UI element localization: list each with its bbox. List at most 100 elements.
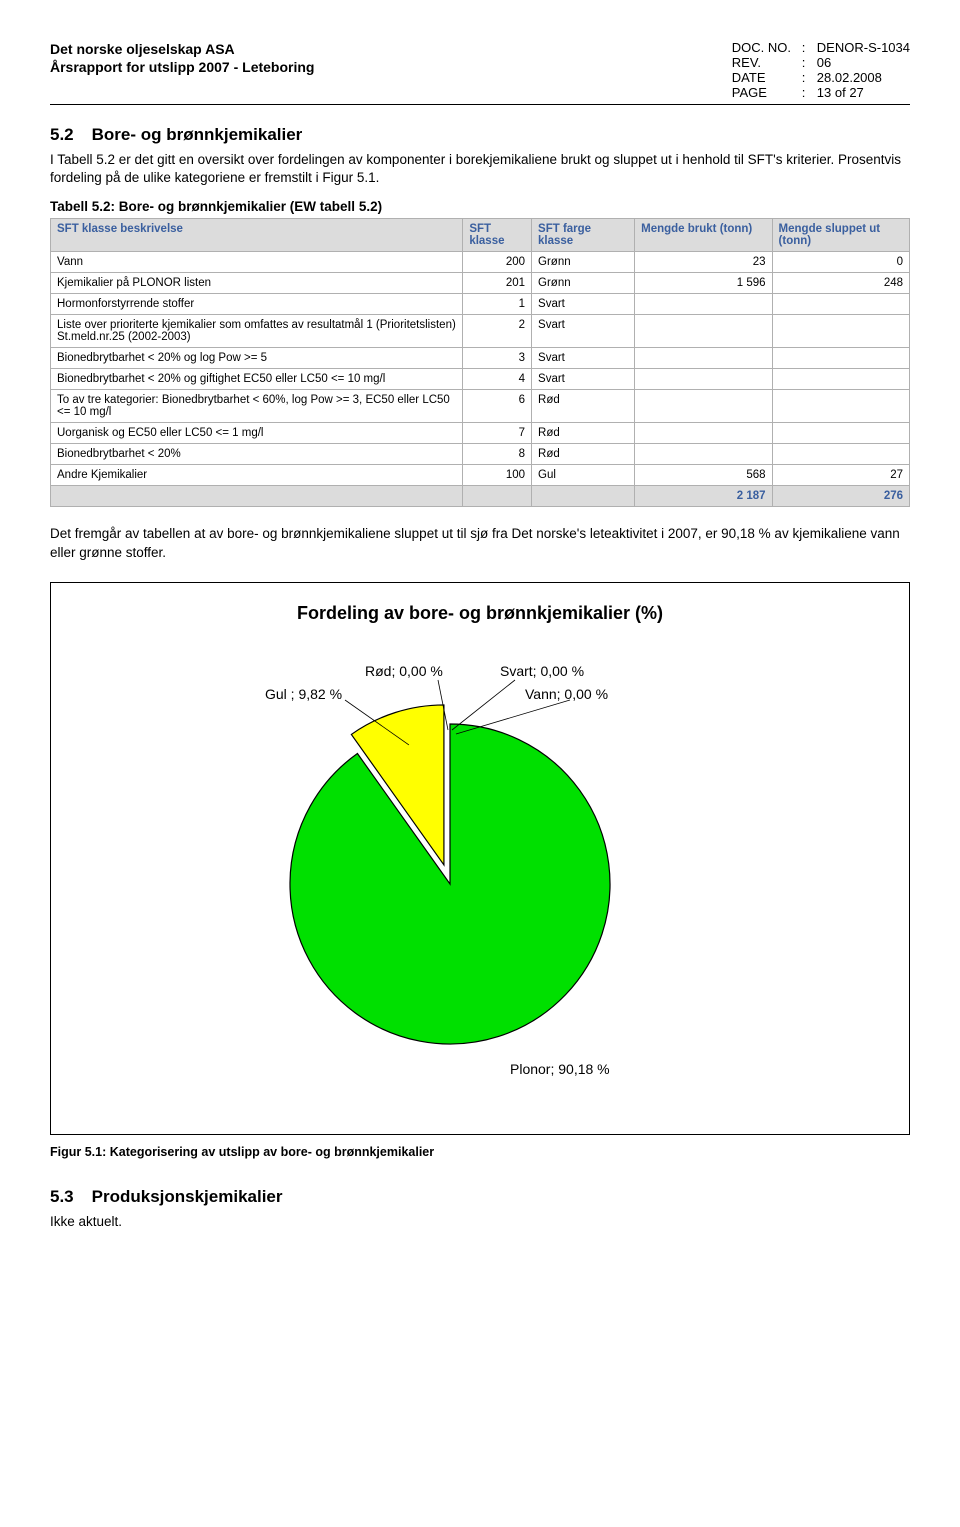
table-cell bbox=[51, 486, 463, 507]
table-cell: Rød bbox=[532, 390, 635, 423]
label-svart: Svart; 0,00 % bbox=[500, 663, 584, 679]
table-cell: Bionedbrytbarhet < 20% og log Pow >= 5 bbox=[51, 348, 463, 369]
table-cell: Svart bbox=[532, 294, 635, 315]
table-cell: To av tre kategorier: Bionedbrytbarhet <… bbox=[51, 390, 463, 423]
chart-container: Fordeling av bore- og brønnkjemikalier (… bbox=[50, 582, 910, 1135]
table-cell: 7 bbox=[463, 423, 532, 444]
rev-label: REV. bbox=[732, 55, 802, 70]
table-cell: Grønn bbox=[532, 273, 635, 294]
section-heading-53: Produksjonskjemikalier bbox=[92, 1187, 283, 1206]
table-cell: Hormonforstyrrende stoffer bbox=[51, 294, 463, 315]
table-cell: 100 bbox=[463, 465, 532, 486]
page-value: 13 of 27 bbox=[817, 85, 864, 100]
th-brukt: Mengde brukt (tonn) bbox=[635, 219, 772, 252]
label-rod: Rød; 0,00 % bbox=[365, 663, 443, 679]
table-cell: Rød bbox=[532, 444, 635, 465]
table-row: Bionedbrytbarhet < 20% og log Pow >= 53S… bbox=[51, 348, 910, 369]
section-heading: Bore- og brønnkjemikalier bbox=[92, 125, 303, 144]
table-totals-row: 2 187276 bbox=[51, 486, 910, 507]
header-left: Det norske oljeselskap ASA Årsrapport fo… bbox=[50, 40, 314, 100]
table-cell: 1 bbox=[463, 294, 532, 315]
table-cell bbox=[635, 390, 772, 423]
table-row: Kjemikalier på PLONOR listen201Grønn1 59… bbox=[51, 273, 910, 294]
page-header: Det norske oljeselskap ASA Årsrapport fo… bbox=[50, 40, 910, 105]
pie-chart: Rød; 0,00 % Svart; 0,00 % Gul ; 9,82 % Vann… bbox=[170, 644, 790, 1104]
section-5-3-para: Ikke aktuelt. bbox=[50, 1213, 910, 1231]
table-cell bbox=[635, 423, 772, 444]
table-cell: 2 bbox=[463, 315, 532, 348]
table-header-row: SFT klasse beskrivelse SFT klasse SFT fa… bbox=[51, 219, 910, 252]
table-cell: 3 bbox=[463, 348, 532, 369]
section-5-2-title: 5.2 Bore- og brønnkjemikalier bbox=[50, 125, 910, 145]
table-cell: Svart bbox=[532, 315, 635, 348]
date-value: 28.02.2008 bbox=[817, 70, 882, 85]
table-cell: 6 bbox=[463, 390, 532, 423]
table-cell: 276 bbox=[772, 486, 909, 507]
table-cell: 4 bbox=[463, 369, 532, 390]
th-farge: SFT farge klasse bbox=[532, 219, 635, 252]
table-cell: Vann bbox=[51, 252, 463, 273]
leader-line bbox=[456, 700, 570, 734]
th-klasse: SFT klasse bbox=[463, 219, 532, 252]
table-cell: Rød bbox=[532, 423, 635, 444]
table-cell bbox=[635, 369, 772, 390]
table-cell: 0 bbox=[772, 252, 909, 273]
section-number: 5.2 bbox=[50, 125, 74, 144]
table-cell bbox=[772, 444, 909, 465]
table-cell: Liste over prioriterte kjemikalier som o… bbox=[51, 315, 463, 348]
table-row: Liste over prioriterte kjemikalier som o… bbox=[51, 315, 910, 348]
table-row: Uorganisk og EC50 eller LC50 <= 1 mg/l7R… bbox=[51, 423, 910, 444]
table-cell: Gul bbox=[532, 465, 635, 486]
page-label: PAGE bbox=[732, 85, 802, 100]
table-cell: Svart bbox=[532, 348, 635, 369]
header-right: DOC. NO.:DENOR-S-1034 REV.:06 DATE:28.02… bbox=[732, 40, 910, 100]
docno-value: DENOR-S-1034 bbox=[817, 40, 910, 55]
table-cell bbox=[635, 294, 772, 315]
table-cell bbox=[772, 369, 909, 390]
table-cell bbox=[772, 315, 909, 348]
date-label: DATE bbox=[732, 70, 802, 85]
table-cell: 27 bbox=[772, 465, 909, 486]
table-5-2-caption: Tabell 5.2: Bore- og brønnkjemikalier (E… bbox=[50, 199, 910, 214]
label-gul: Gul ; 9,82 % bbox=[265, 686, 342, 702]
table-cell bbox=[635, 348, 772, 369]
table-cell bbox=[635, 444, 772, 465]
table-cell: 2 187 bbox=[635, 486, 772, 507]
table-cell bbox=[463, 486, 532, 507]
table-row: Andre Kjemikalier100Gul56827 bbox=[51, 465, 910, 486]
table-cell: Kjemikalier på PLONOR listen bbox=[51, 273, 463, 294]
table-cell: 568 bbox=[635, 465, 772, 486]
after-table-para: Det fremgår av tabellen at av bore- og b… bbox=[50, 525, 910, 561]
label-plonor: Plonor; 90,18 % bbox=[510, 1061, 610, 1077]
rev-value: 06 bbox=[817, 55, 831, 70]
th-sluppet: Mengde sluppet ut (tonn) bbox=[772, 219, 909, 252]
section-number-53: 5.3 bbox=[50, 1187, 74, 1206]
table-5-2: SFT klasse beskrivelse SFT klasse SFT fa… bbox=[50, 218, 910, 507]
table-row: To av tre kategorier: Bionedbrytbarhet <… bbox=[51, 390, 910, 423]
table-cell: 1 596 bbox=[635, 273, 772, 294]
leader-line bbox=[452, 680, 515, 730]
table-cell bbox=[772, 348, 909, 369]
table-row: Vann200Grønn230 bbox=[51, 252, 910, 273]
label-vann: Vann; 0,00 % bbox=[525, 686, 608, 702]
company-name: Det norske oljeselskap ASA bbox=[50, 40, 314, 58]
pie-slice-plonor bbox=[290, 724, 610, 1044]
docno-label: DOC. NO. bbox=[732, 40, 802, 55]
section-5-3-title: 5.3 Produksjonskjemikalier bbox=[50, 1187, 910, 1207]
table-cell: Svart bbox=[532, 369, 635, 390]
table-cell: Bionedbrytbarhet < 20% bbox=[51, 444, 463, 465]
table-cell bbox=[532, 486, 635, 507]
table-cell: 23 bbox=[635, 252, 772, 273]
table-cell: 248 bbox=[772, 273, 909, 294]
table-cell: 8 bbox=[463, 444, 532, 465]
table-row: Hormonforstyrrende stoffer1Svart bbox=[51, 294, 910, 315]
table-cell: Grønn bbox=[532, 252, 635, 273]
figure-5-1-caption: Figur 5.1: Kategorisering av utslipp av … bbox=[50, 1145, 910, 1159]
table-cell bbox=[772, 390, 909, 423]
table-cell bbox=[635, 315, 772, 348]
table-cell: 200 bbox=[463, 252, 532, 273]
table-cell: Uorganisk og EC50 eller LC50 <= 1 mg/l bbox=[51, 423, 463, 444]
table-cell: Bionedbrytbarhet < 20% og giftighet EC50… bbox=[51, 369, 463, 390]
chart-title: Fordeling av bore- og brønnkjemikalier (… bbox=[81, 603, 879, 624]
table-cell bbox=[772, 423, 909, 444]
